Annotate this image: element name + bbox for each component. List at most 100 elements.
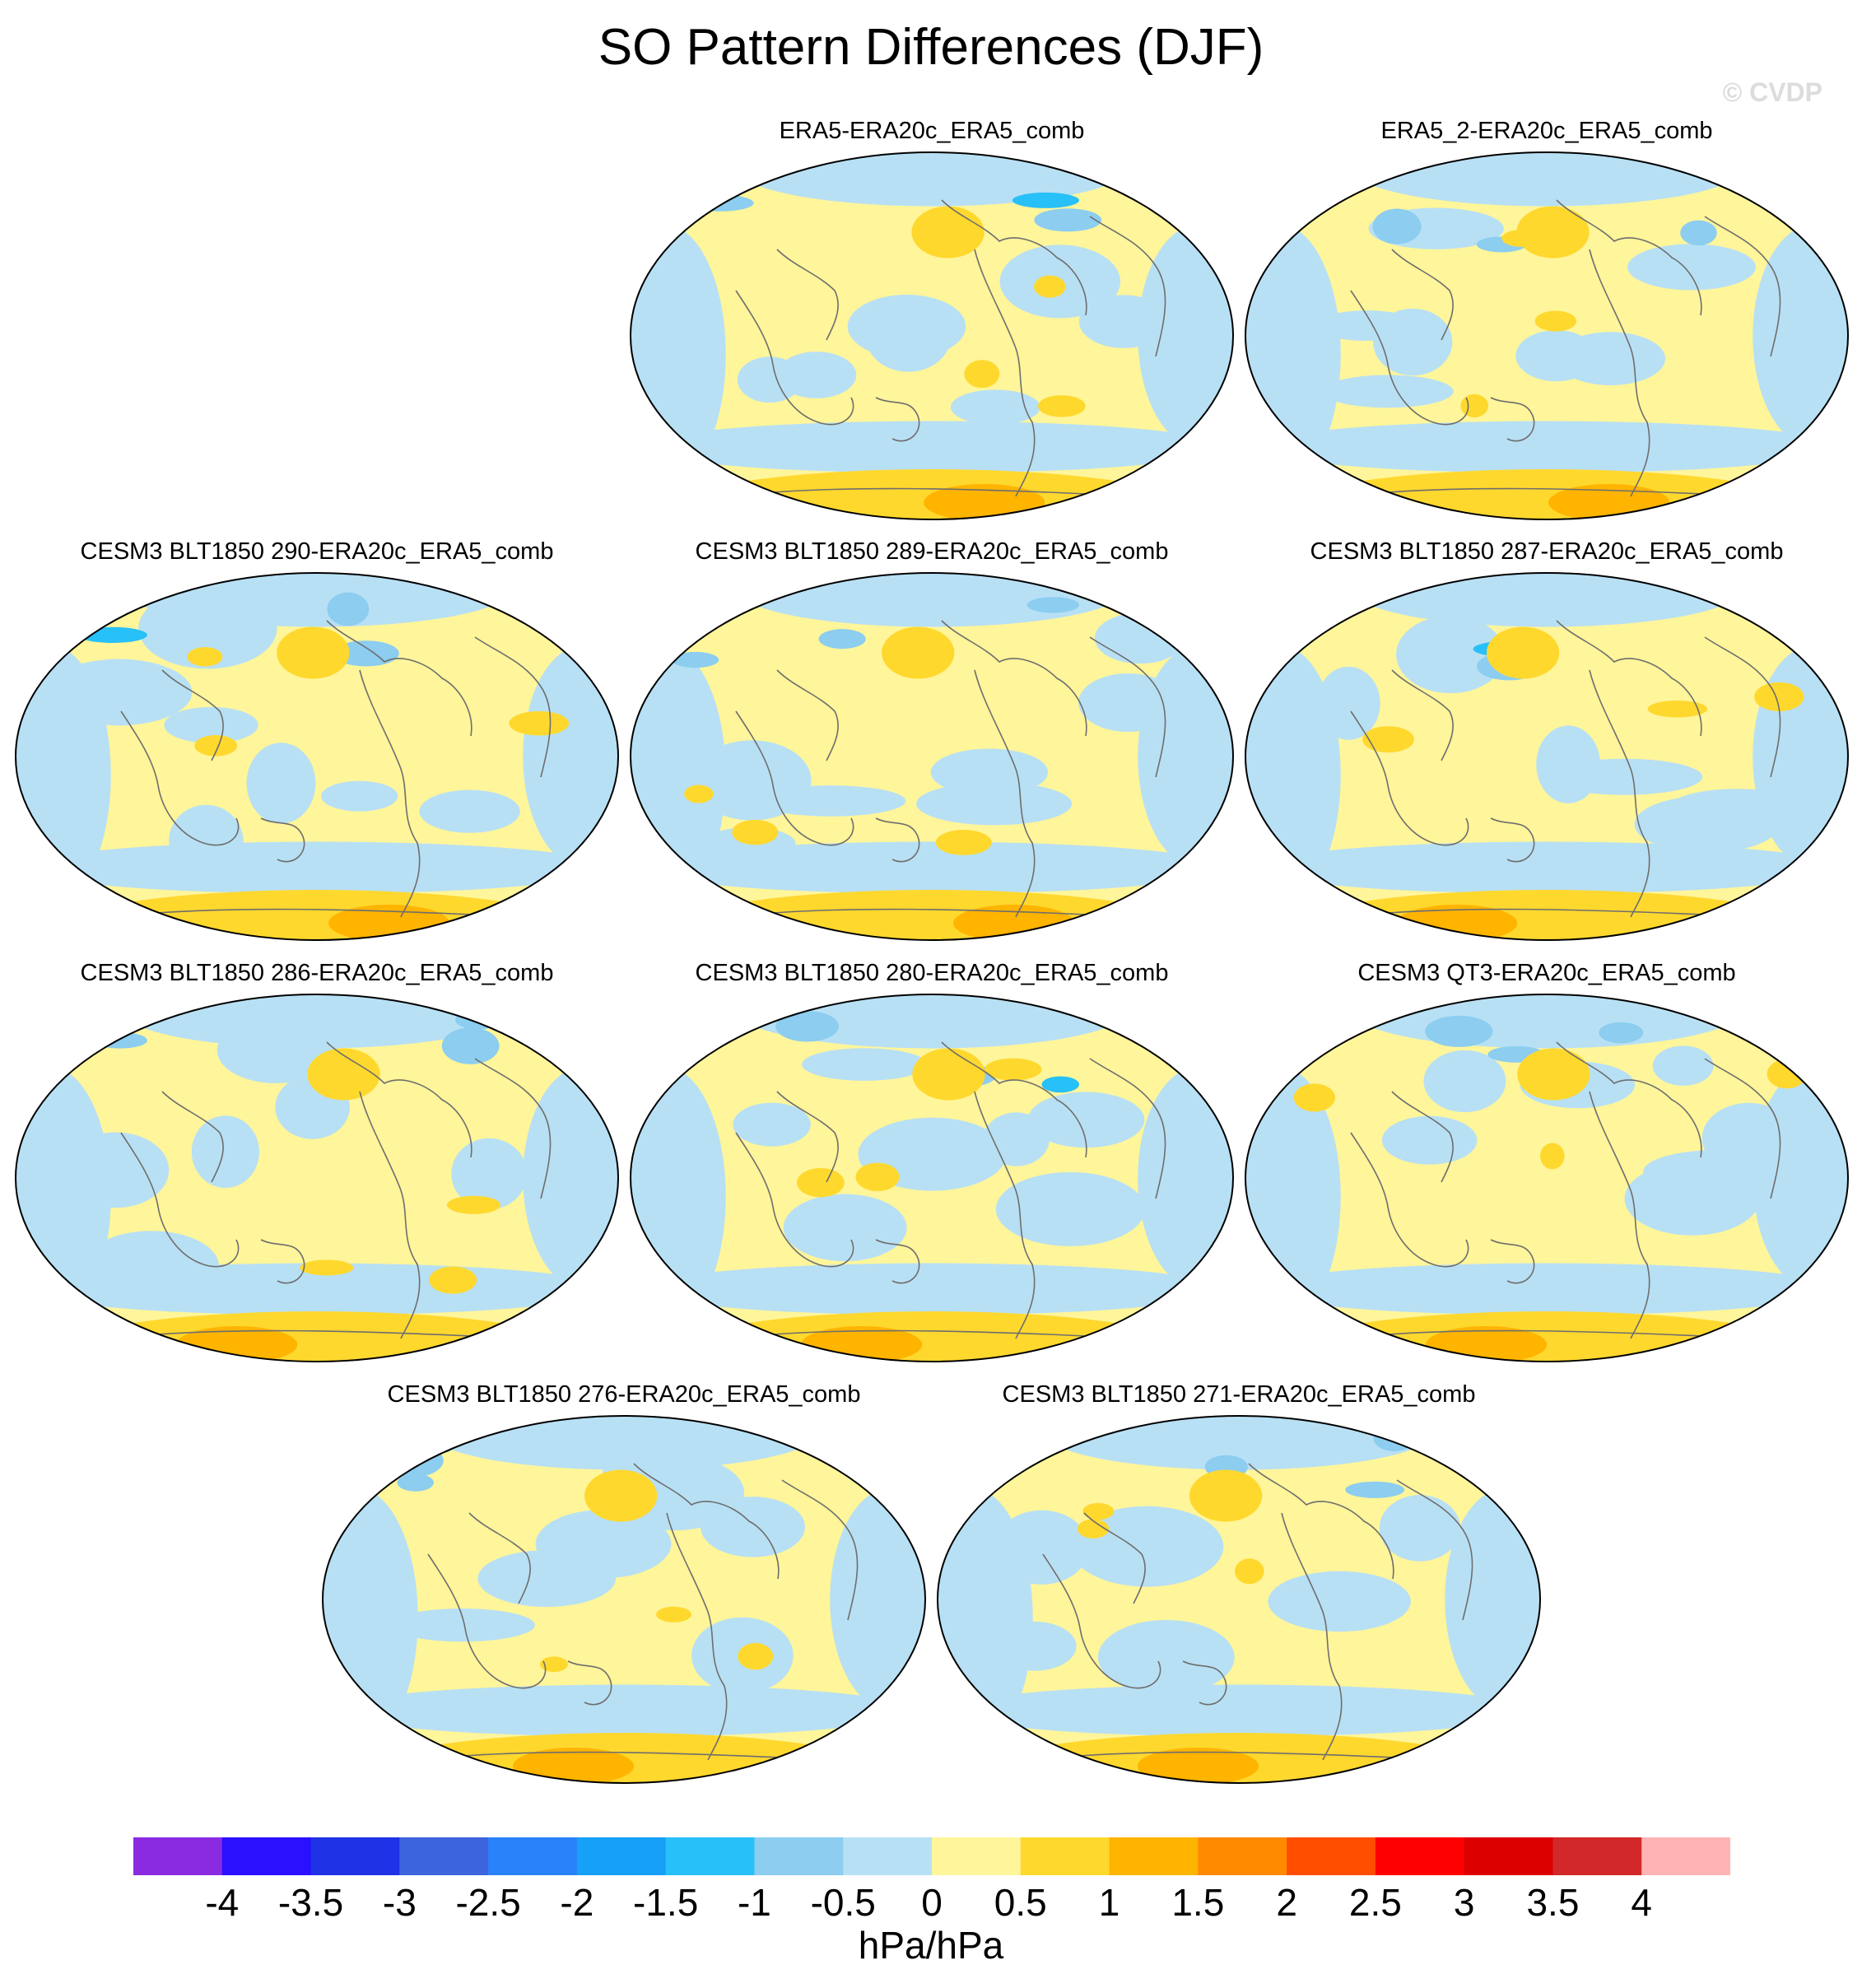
contour-negative — [455, 1010, 501, 1030]
contour-negative — [333, 1684, 915, 1737]
map-panel — [630, 994, 1234, 1362]
contour-negative — [916, 782, 1073, 826]
contour-negative — [1352, 573, 1741, 627]
colorbar-swatch — [221, 1837, 312, 1875]
coastline — [776, 669, 839, 761]
colorbar-tick-label: -1 — [737, 1881, 771, 1924]
map-panel — [15, 994, 619, 1362]
colorbar-swatch — [576, 1837, 667, 1875]
contour-positive — [684, 784, 714, 803]
contour-negative — [1268, 1571, 1411, 1632]
contour-positive — [307, 1048, 380, 1101]
contour-negative — [83, 1231, 220, 1302]
contour-negative — [26, 841, 608, 894]
map-panel — [322, 1415, 926, 1784]
contour-positive — [855, 1162, 900, 1192]
panel-title: ERA5_2-ERA20c_ERA5_comb — [1380, 118, 1713, 144]
coastline — [1589, 669, 1650, 918]
coastline — [567, 1660, 612, 1706]
coastline — [260, 1239, 305, 1284]
panel-title: CESM3 BLT1850 271-ERA20c_ERA5_comb — [1002, 1381, 1476, 1408]
contour-negative — [1680, 220, 1717, 246]
contour-negative — [1255, 1263, 1838, 1315]
panel-title: CESM3 QT3-ERA20c_ERA5_comb — [1357, 960, 1736, 986]
contour-negative — [1671, 789, 1803, 824]
colorbar-swatch — [754, 1837, 844, 1875]
contour-positive — [1078, 1519, 1110, 1539]
colorbar-tick-label: 3 — [1453, 1881, 1475, 1924]
contour-negative — [138, 588, 277, 669]
contour-positive — [1767, 1059, 1807, 1089]
contour-negative — [1643, 1149, 1798, 1194]
contour-positive — [911, 206, 985, 258]
contour-negative — [381, 1444, 444, 1478]
coastline — [1089, 216, 1166, 357]
coastline — [974, 1091, 1036, 1339]
contour-negative — [1352, 152, 1741, 207]
colorbar-swatch — [843, 1837, 933, 1875]
contour-negative — [1556, 332, 1666, 385]
chart-title: SO Pattern Differences (DJF) — [598, 19, 1264, 76]
map-border — [937, 1415, 1541, 1784]
contour-negative — [63, 1132, 170, 1208]
contour-positive — [732, 819, 779, 845]
contour-negative — [321, 780, 398, 812]
colorbar-swatch — [932, 1837, 1022, 1875]
contour-positive — [1517, 1048, 1590, 1101]
coastline — [1281, 1512, 1343, 1761]
contour-negative — [1345, 1481, 1405, 1498]
map-border — [15, 572, 619, 941]
contour-positive — [1486, 626, 1560, 679]
colorbar-swatch — [133, 1837, 223, 1875]
map-border — [630, 151, 1234, 520]
colorbar — [133, 1837, 1730, 1875]
contour-positive — [1082, 1502, 1115, 1520]
coastline — [941, 1041, 1087, 1158]
contour-positive — [1754, 682, 1804, 712]
map-panel — [1245, 994, 1849, 1362]
contour-negative — [686, 194, 754, 212]
coastline — [1490, 397, 1535, 442]
map-border — [630, 572, 1234, 941]
colorbar-tick-label: -2 — [560, 1881, 594, 1924]
contour-positive — [656, 1606, 692, 1623]
contour-negative — [389, 1609, 535, 1642]
contour-negative — [930, 748, 1049, 796]
contour-positive — [964, 360, 1000, 389]
contour-positive — [985, 1058, 1042, 1081]
contour-negative — [169, 804, 244, 878]
contour-negative — [1321, 375, 1454, 408]
colorbar-tick-label: -4 — [205, 1881, 240, 1924]
contour-negative — [783, 1194, 907, 1262]
coastline — [875, 1239, 920, 1284]
colorbar-swatch — [399, 1837, 489, 1875]
colorbar-swatch — [1198, 1837, 1287, 1875]
coastline — [666, 1512, 728, 1761]
contour-negative — [1034, 208, 1102, 232]
contour-negative — [738, 573, 1126, 627]
contour-negative — [775, 1011, 840, 1042]
contour-negative — [1316, 666, 1380, 740]
coastline — [735, 290, 854, 426]
coastline — [1490, 817, 1535, 863]
coastline — [474, 636, 552, 778]
colorbar-tick-label: -1.5 — [633, 1881, 699, 1924]
coastline — [1350, 290, 1469, 426]
colorbar-tick-label: 2.5 — [1348, 1881, 1402, 1924]
colorbar-tick-label: 1 — [1098, 1881, 1120, 1924]
contour-positive — [1037, 395, 1086, 417]
coastline — [1391, 669, 1454, 761]
contour-negative — [992, 1621, 1077, 1671]
coastline — [161, 669, 224, 761]
contour-negative — [847, 294, 966, 359]
map-border — [322, 1415, 926, 1784]
contour-negative — [1381, 1115, 1478, 1165]
contour-negative — [419, 789, 520, 833]
contour-negative — [950, 389, 1040, 425]
contour-negative — [1652, 1045, 1714, 1086]
contour-positive — [1516, 206, 1590, 258]
colorbar-tick-label: -2.5 — [455, 1881, 521, 1924]
contour-negative — [77, 626, 147, 644]
contour-positive — [1293, 1083, 1336, 1112]
contour-positive — [882, 626, 955, 679]
